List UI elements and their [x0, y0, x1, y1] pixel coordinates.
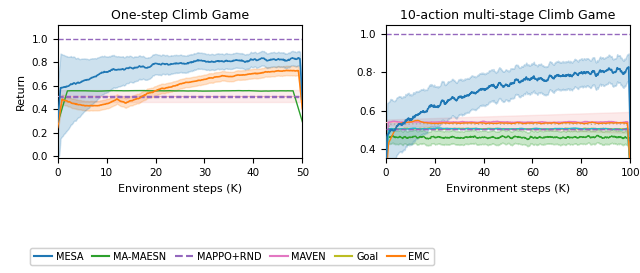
Y-axis label: Return: Return — [16, 73, 26, 110]
Legend: MESA, MA-MAESN, MAPPO+RND, MAVEN, Goal, EMC: MESA, MA-MAESN, MAPPO+RND, MAVEN, Goal, … — [31, 248, 434, 265]
Legend: MADDPG, MAPPO, QMIX, CBET, Pretrain: MADDPG, MAPPO, QMIX, CBET, Pretrain — [31, 269, 348, 273]
X-axis label: Environment steps (K): Environment steps (K) — [446, 184, 570, 194]
Title: 10-action multi-stage Climb Game: 10-action multi-stage Climb Game — [400, 9, 616, 22]
Title: One-step Climb Game: One-step Climb Game — [111, 9, 249, 22]
X-axis label: Environment steps (K): Environment steps (K) — [118, 184, 242, 194]
